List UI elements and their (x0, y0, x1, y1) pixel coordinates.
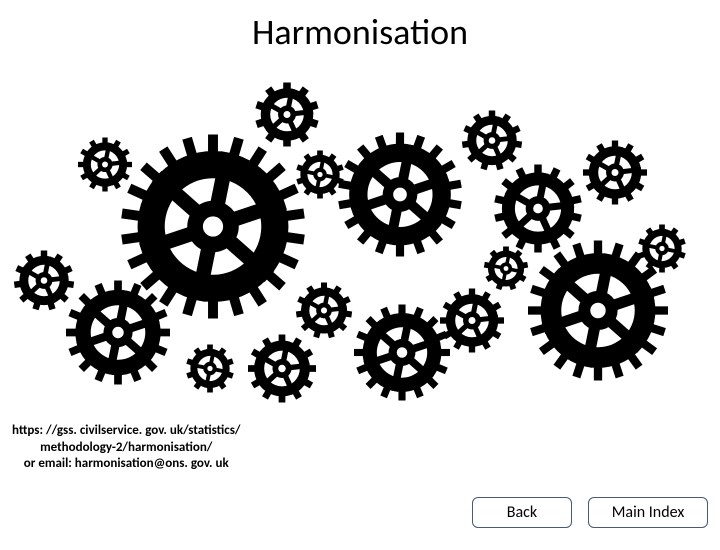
page-title: Harmonisation (0, 10, 720, 54)
main-index-button[interactable]: Main Index (588, 497, 708, 528)
footer-url-line1: https: //gss. civilservice. gov. uk/stat… (12, 423, 241, 439)
gear-icon (9, 246, 79, 321)
gear-icon (181, 340, 239, 403)
gear-icon (349, 300, 455, 411)
footer-contact: https: //gss. civilservice. gov. uk/stat… (12, 423, 241, 472)
gear-icon (333, 128, 467, 267)
footer-url-line2: methodology-2/harmonisation/ (12, 440, 241, 456)
footer-email-line: or email: harmonisation@ons. gov. uk (12, 456, 241, 472)
back-button[interactable]: Back (472, 497, 572, 528)
gear-icon (578, 136, 652, 215)
gear-icon (523, 236, 673, 391)
gears-illustration (0, 75, 720, 395)
nav-buttons: Back Main Index (472, 497, 708, 528)
gear-icon (243, 330, 321, 413)
